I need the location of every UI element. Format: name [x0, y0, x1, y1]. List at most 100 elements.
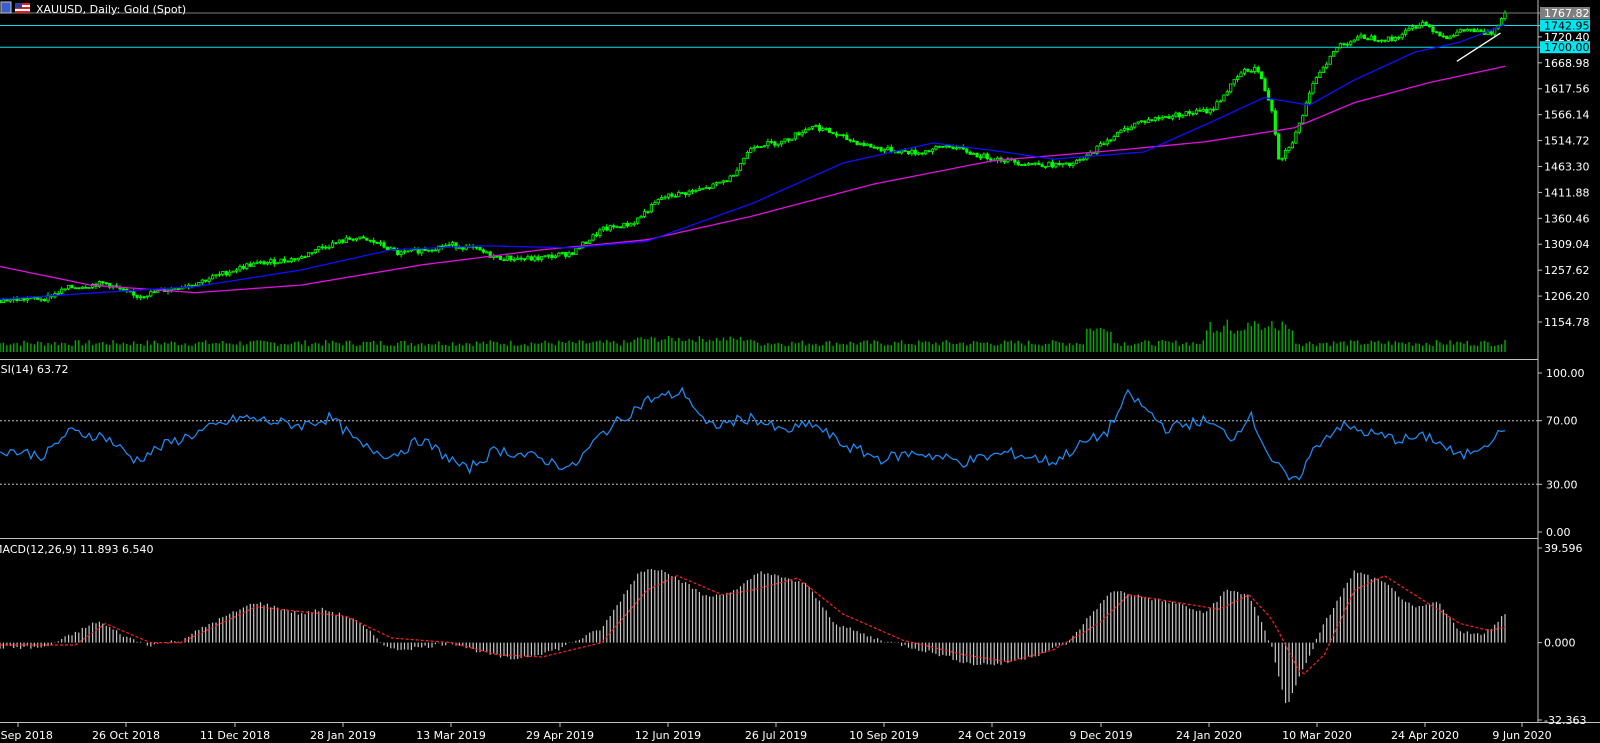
candle: [732, 174, 736, 177]
candle: [526, 254, 530, 260]
candle: [941, 145, 945, 149]
candle: [1455, 29, 1459, 37]
candle: [663, 195, 667, 200]
candle: [828, 127, 832, 133]
time-tick-label: 29 Apr 2019: [526, 729, 594, 742]
candle: [834, 131, 839, 138]
candle: [118, 285, 122, 292]
horizontal-levels[interactable]: [0, 12, 1538, 48]
candle: [934, 144, 938, 151]
candle: [313, 249, 318, 255]
candle: [1150, 119, 1154, 122]
candle: [701, 187, 705, 190]
macd-tick-label: -32.363: [1544, 714, 1586, 727]
candle: [365, 237, 369, 241]
candle: [1328, 55, 1332, 65]
candle: [1280, 157, 1284, 162]
candle: [1071, 161, 1075, 169]
candle: [1458, 28, 1462, 33]
candle: [49, 294, 54, 299]
candle: [869, 143, 873, 148]
candle: [97, 280, 101, 288]
candle: [817, 123, 822, 133]
candle: [924, 150, 928, 155]
candle: [149, 289, 153, 298]
price-tick-label: 1309.04: [1544, 238, 1590, 251]
candle: [84, 285, 88, 289]
candle: [742, 157, 746, 166]
candle: [591, 233, 595, 242]
candle: [618, 226, 623, 229]
candle: [793, 132, 798, 141]
candle: [1167, 113, 1171, 119]
candle: [282, 256, 287, 264]
candle: [735, 167, 739, 177]
candle: [759, 146, 763, 149]
time-tick-label: 26 Jul 2019: [745, 729, 807, 742]
candle: [560, 251, 564, 255]
candle: [564, 251, 568, 259]
candle: [135, 294, 139, 300]
candle: [1421, 19, 1425, 28]
candle: [930, 148, 935, 155]
candle: [1356, 34, 1360, 41]
candle: [612, 223, 616, 230]
price-tick-label: 1411.88: [1544, 186, 1590, 199]
candle: [1489, 30, 1493, 36]
candle: [529, 255, 534, 261]
candle: [1410, 24, 1414, 31]
candle: [666, 193, 671, 200]
candle: [12, 296, 16, 303]
candle: [1188, 109, 1192, 117]
candle: [598, 227, 602, 238]
candle: [687, 189, 691, 197]
price-tick-label: 1514.72: [1544, 135, 1590, 148]
candle: [1393, 36, 1397, 43]
candle: [1373, 34, 1377, 42]
candle: [1160, 115, 1164, 121]
trendline[interactable]: [1456, 32, 1501, 62]
candle: [317, 246, 321, 253]
candle: [982, 152, 986, 159]
candle: [234, 268, 239, 274]
macd-pane: MACD(12,26,9) 11.893 6.540: [0, 543, 1506, 704]
candle: [372, 237, 376, 245]
candle: [310, 251, 314, 256]
candle: [1098, 141, 1103, 147]
candle: [1249, 69, 1253, 73]
candle: [63, 288, 67, 292]
candle: [1116, 131, 1120, 137]
candle: [495, 255, 499, 258]
candle: [1246, 68, 1250, 73]
rsi-line: [0, 386, 1506, 481]
candle: [906, 150, 911, 155]
price-tick-label: 1360.46: [1544, 212, 1590, 225]
candle: [200, 278, 204, 286]
candle: [104, 282, 108, 285]
candle: [1212, 106, 1216, 113]
candle: [1122, 125, 1127, 132]
rsi-tick-label: 70.00: [1546, 415, 1578, 428]
candle: [1304, 100, 1308, 117]
candle: [776, 143, 780, 148]
candle: [1290, 141, 1294, 149]
candle: [1068, 162, 1072, 168]
candle: [399, 250, 403, 258]
candle: [1095, 145, 1099, 156]
candle: [450, 240, 455, 248]
candle: [80, 285, 84, 290]
candle: [248, 261, 252, 268]
candle: [101, 281, 105, 286]
candle: [447, 241, 451, 247]
candle: [762, 145, 767, 148]
candle: [505, 255, 510, 262]
candle: [1044, 165, 1048, 169]
candle: [557, 251, 561, 257]
candle: [145, 295, 149, 300]
candle: [773, 140, 777, 148]
candle: [862, 140, 866, 147]
time-tick-label: 10 Mar 2020: [1282, 729, 1352, 742]
candle: [348, 236, 352, 241]
candle: [509, 255, 513, 262]
candle: [437, 245, 441, 253]
